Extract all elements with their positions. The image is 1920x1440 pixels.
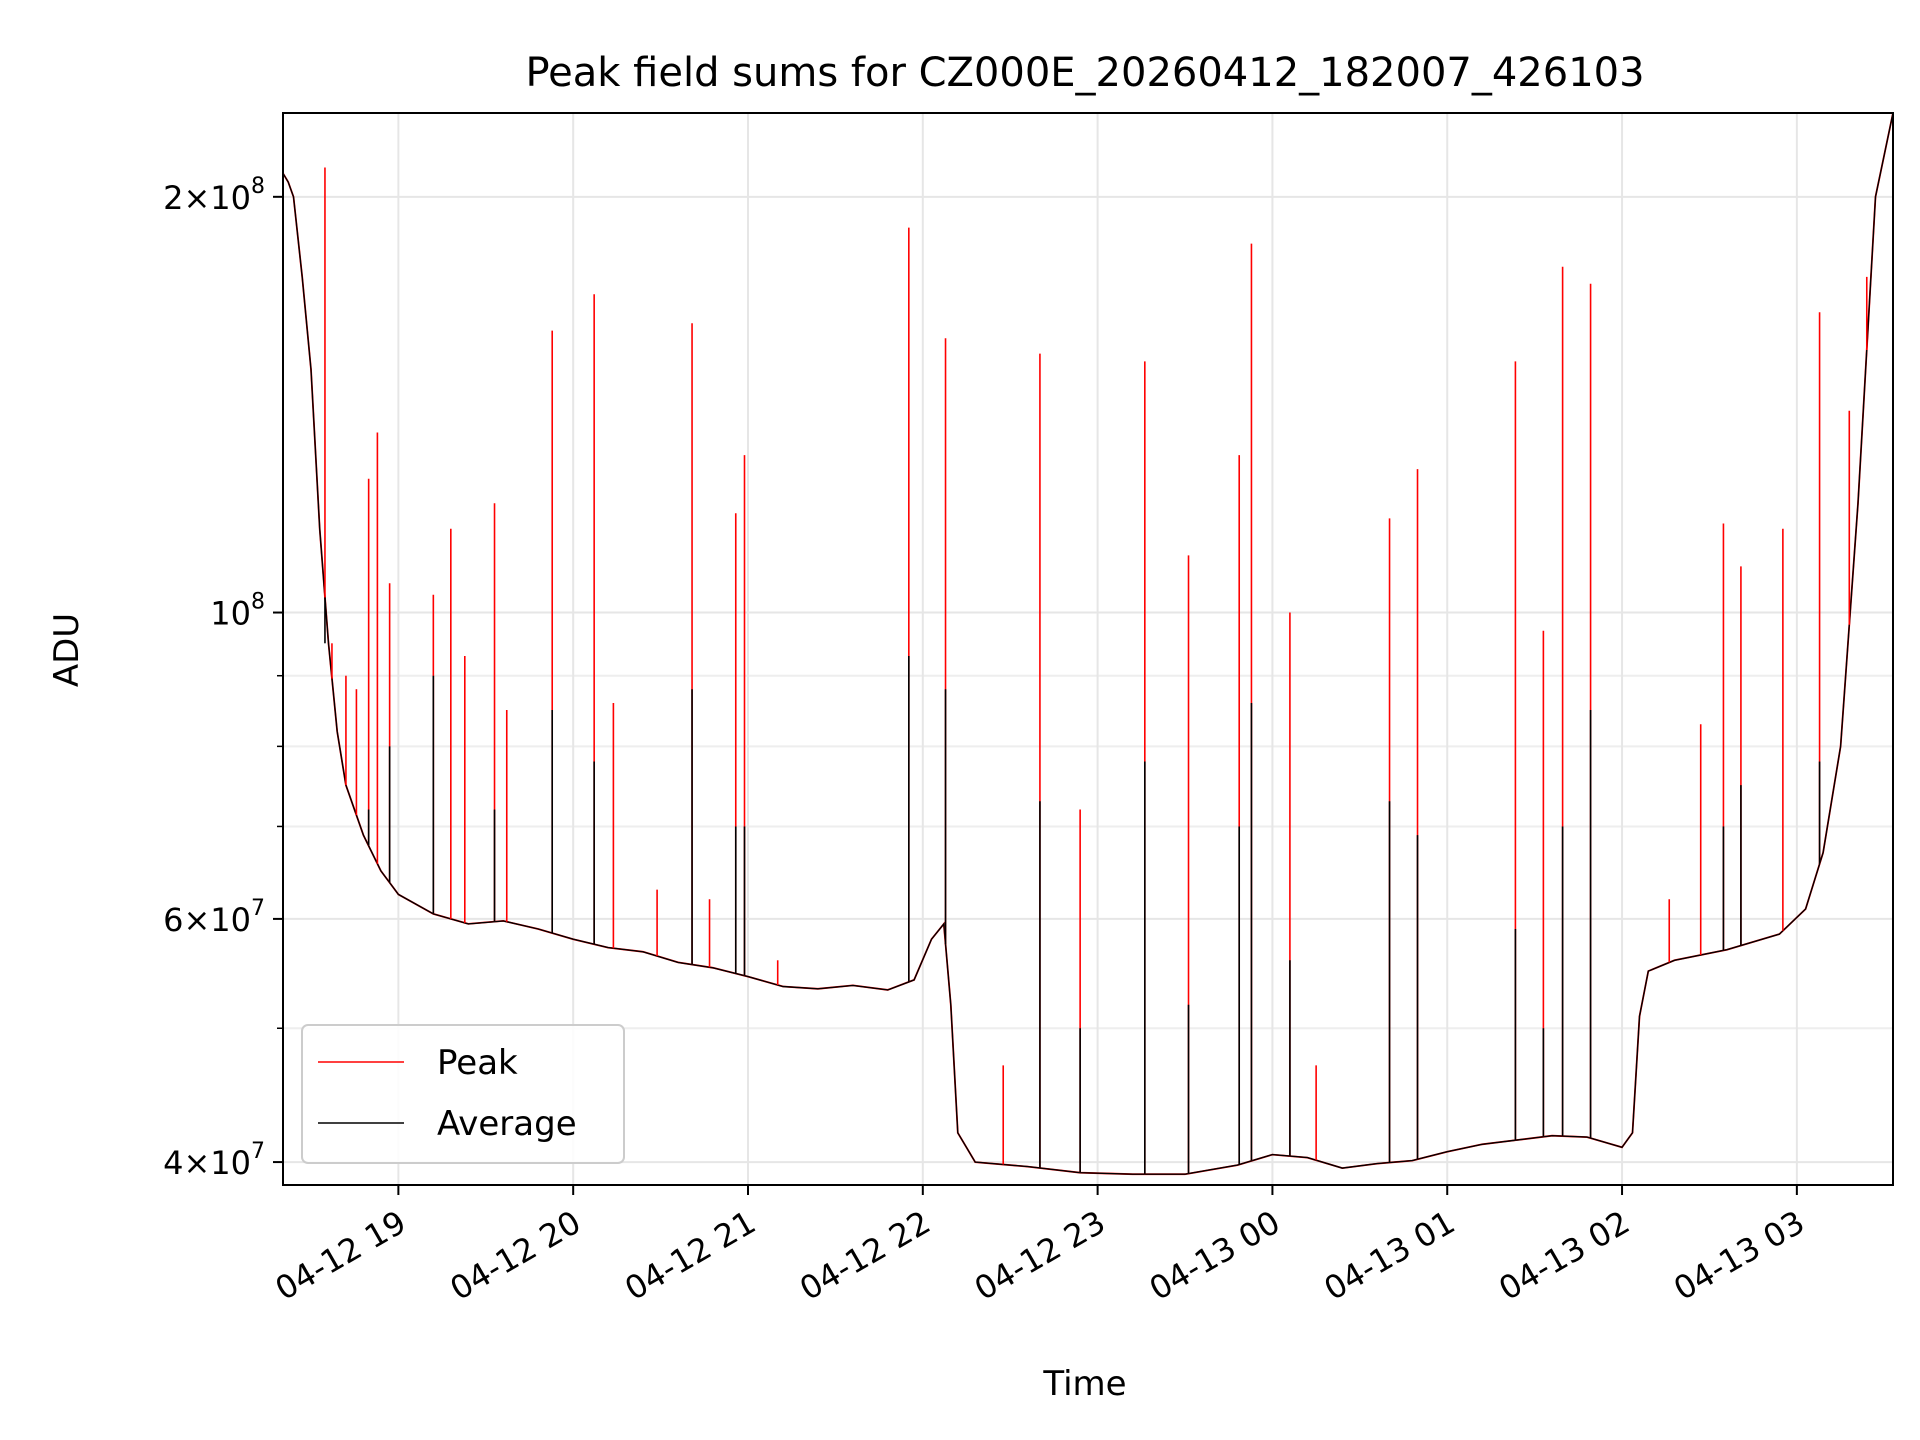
x-axis-label: Time bbox=[1042, 1364, 1126, 1404]
legend: Peak Average bbox=[301, 1024, 625, 1164]
y-axis: 4×107 6×107 108 2×108 bbox=[163, 174, 283, 1182]
legend-box bbox=[301, 1024, 625, 1164]
grid bbox=[283, 113, 1893, 1185]
chart-title: Peak field sums for CZ000E_20260412_1820… bbox=[525, 50, 1644, 96]
legend-peak-label: Peak bbox=[437, 1043, 518, 1083]
legend-average-label: Average bbox=[437, 1104, 577, 1144]
y-tick-label: 2×108 bbox=[163, 174, 265, 217]
series-average-line bbox=[283, 113, 1893, 1175]
plot-frame bbox=[282, 112, 1894, 1186]
y-axis-label: ADU bbox=[47, 613, 87, 687]
y-tick-label: 4×107 bbox=[163, 1139, 265, 1182]
y-tick-label: 6×107 bbox=[163, 896, 265, 939]
series-layer bbox=[283, 113, 1893, 1176]
y-tick-label: 108 bbox=[210, 590, 265, 633]
